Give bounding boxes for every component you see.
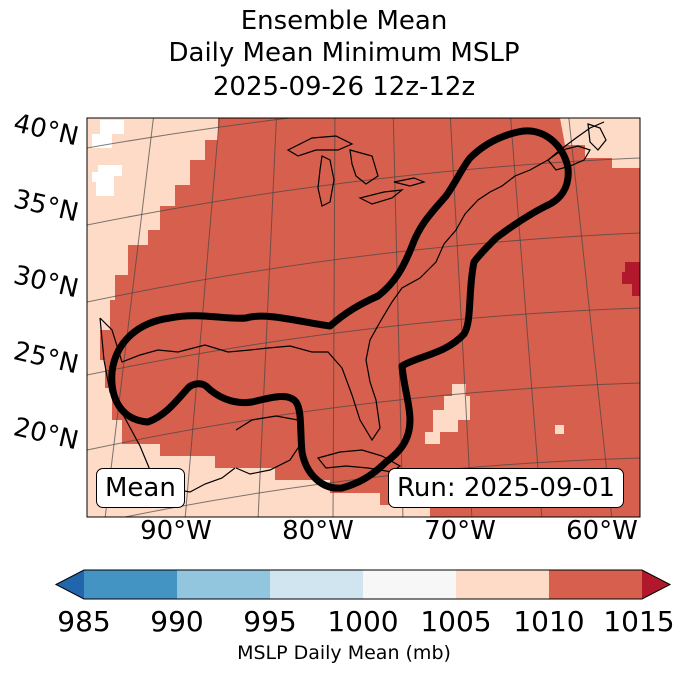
- run-label-box: Run: 2025-09-01: [388, 468, 624, 508]
- field-missing-data: [92, 120, 124, 148]
- colorbar-over-arrow: [642, 570, 670, 599]
- colorbar-bin-990-995: [177, 570, 271, 599]
- colorbar-tick-1010: 1010: [513, 605, 585, 638]
- colorbar-tick-990: 990: [150, 605, 204, 638]
- lon-label-70: 70°W: [424, 516, 496, 546]
- mean-label-box: Mean: [96, 468, 185, 508]
- coastline-lake-superior: [286, 135, 354, 157]
- gridline-lat-40: [87, 118, 294, 149]
- coastline-lake-huron: [349, 149, 379, 185]
- colorbar-tick-1005: 1005: [420, 605, 492, 638]
- field-main-1010-1015: [100, 118, 640, 517]
- colorbar-tick-1015: 1015: [603, 605, 675, 638]
- gridline-lon-80: [332, 118, 336, 517]
- field-dot-atlantic: [555, 425, 564, 434]
- colorbar-bin-995-1000: [270, 570, 364, 599]
- colorbar-label: MSLP Daily Mean (mb): [237, 642, 451, 664]
- colorbar-under-arrow: [56, 570, 84, 599]
- colorbar-bin-1000-1005: [363, 570, 457, 599]
- colorbar-bin-1010-1015: [549, 570, 643, 599]
- colorbar: [54, 569, 672, 600]
- colorbar-outline: [54, 569, 672, 600]
- gridline-lat-30: [87, 232, 640, 303]
- colorbar-bin-985-990: [84, 570, 178, 599]
- field-patch-northeast: [560, 118, 640, 168]
- lon-label-90: 90°W: [140, 516, 212, 546]
- gridline-lon-85: [257, 118, 277, 517]
- colorbar-bin-1005-1010: [456, 570, 550, 599]
- title-line-3: 2025-09-26 12z-12z: [212, 72, 476, 102]
- lon-label-60: 60°W: [566, 516, 638, 546]
- gridline-lat-25: [87, 307, 640, 376]
- colorbar-tick-1000: 1000: [327, 605, 399, 638]
- gridline-lon-60: [568, 118, 613, 517]
- coastline-lake-ontario: [393, 177, 426, 187]
- field-patch-atlantic: [425, 384, 470, 444]
- ensemble-mean-contour: [108, 127, 572, 492]
- title-line-1: Ensemble Mean: [240, 6, 448, 36]
- coastline-lake-michigan: [317, 155, 335, 207]
- field-missing-data-2: [92, 165, 122, 196]
- field-high-over-1015: [622, 262, 640, 296]
- title-line-2: Daily Mean Minimum MSLP: [168, 38, 520, 68]
- gridline-lon-65: [510, 118, 543, 517]
- coastline-gulf-florida: [99, 317, 381, 442]
- map-frame: [86, 117, 641, 518]
- lon-label-80: 80°W: [282, 516, 354, 546]
- coastline-newfoundland: [587, 123, 607, 151]
- colorbar-tick-995: 995: [243, 605, 297, 638]
- colorbar-tick-985: 985: [57, 605, 111, 638]
- coastline-lake-erie: [358, 189, 404, 205]
- gridline-lat-20: [87, 382, 640, 451]
